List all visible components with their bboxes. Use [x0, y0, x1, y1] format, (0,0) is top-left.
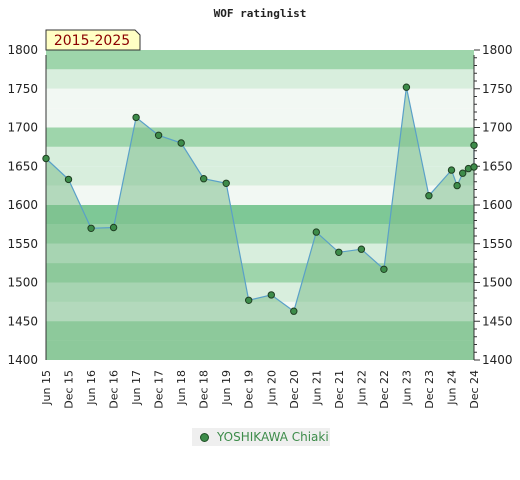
- y-tick-label-right: 1650: [482, 159, 513, 173]
- legend-marker-icon: [200, 432, 209, 442]
- y-tick-label-right: 1450: [482, 314, 513, 328]
- data-point: [357, 245, 366, 253]
- data-point: [267, 291, 275, 299]
- legend-label: YOSHIKAWA Chiaki: [217, 430, 329, 444]
- legend: YOSHIKAWA Chiaki: [192, 428, 330, 446]
- y-tick-label-right: 1750: [482, 82, 513, 96]
- y-axis-ticks: 1400 1400 1450 1450 1500 1500 1550 1550 1600 1600…: [7, 43, 512, 367]
- data-point: [132, 113, 140, 122]
- x-tick-label: Jun 19: [220, 370, 233, 406]
- y-tick-label-right: 1400: [482, 353, 513, 367]
- y-tick-label-left: 1600: [7, 198, 38, 212]
- data-point: [425, 192, 433, 200]
- x-tick-label: Dec 23: [423, 370, 436, 409]
- data-point: [447, 166, 456, 174]
- y-tick-label-right: 1700: [482, 121, 513, 135]
- y-tick-label-left: 1400: [7, 353, 38, 367]
- x-tick-label: Dec 20: [288, 370, 301, 409]
- y-tick-label-left: 1650: [7, 159, 38, 173]
- data-point: [312, 228, 320, 236]
- y-tick-label-left: 1450: [7, 314, 38, 328]
- band-2: [46, 88, 474, 109]
- badge-shape: [45, 29, 141, 51]
- year-range-badge: 2015-2025: [45, 29, 141, 51]
- x-tick-label: Dec 21: [333, 370, 346, 409]
- x-tick-label: Jun 20: [265, 370, 278, 406]
- x-tick-label: Dec 16: [108, 370, 121, 409]
- x-tick-label: Dec 19: [243, 370, 256, 409]
- x-tick-label: Jun 24: [446, 370, 459, 406]
- data-point: [453, 181, 461, 190]
- band-1: [46, 69, 474, 89]
- chart-title: WOF ratinglist: [214, 7, 307, 20]
- data-point: [109, 223, 118, 232]
- x-tick-label: Dec 22: [378, 370, 391, 409]
- x-axis-ticks: Jun 15 Dec 15 Jun 16 Dec 16 Jun 17 Dec 17 Jun …: [40, 370, 481, 409]
- y-tick-label-left: 1550: [7, 237, 38, 251]
- x-tick-label: Jun 21: [310, 370, 323, 406]
- data-point: [200, 175, 208, 183]
- area-fill: [46, 87, 474, 360]
- data-point: [64, 175, 73, 184]
- y-tick-label-left: 1750: [7, 82, 38, 96]
- data-point: [335, 248, 343, 257]
- data-point: [459, 169, 467, 177]
- data-point: [470, 163, 478, 171]
- x-tick-label: Jun 23: [400, 370, 413, 406]
- x-tick-label: Dec 17: [153, 370, 166, 409]
- y-tick-label-right: 1800: [482, 43, 513, 57]
- x-tick-label: Jun 18: [175, 370, 188, 406]
- data-point: [290, 307, 298, 315]
- y-tick-label-left: 1700: [7, 121, 38, 135]
- x-tick-label: Jun 15: [40, 370, 53, 406]
- x-tick-label: Dec 24: [468, 370, 481, 409]
- data-point: [177, 139, 185, 147]
- badge-label: 2015-2025: [54, 33, 130, 49]
- data-point: [245, 296, 253, 304]
- data-point: [380, 265, 388, 273]
- y-tick-label-right: 1550: [482, 237, 513, 251]
- data-point: [222, 179, 230, 188]
- y-tick-label-left: 1500: [7, 276, 38, 290]
- data-point: [470, 141, 478, 150]
- x-tick-label: Dec 18: [198, 370, 211, 409]
- data-point: [154, 131, 163, 140]
- x-tick-label: Jun 16: [85, 370, 98, 406]
- x-tick-label: Dec 15: [63, 370, 76, 409]
- band-0: [46, 50, 474, 70]
- x-tick-label: Jun 17: [130, 370, 143, 406]
- y-tick-label-left: 1800: [7, 43, 38, 57]
- data-point: [42, 154, 50, 163]
- data-markers: [42, 83, 478, 315]
- y-tick-label-right: 1600: [482, 198, 513, 212]
- data-point: [402, 83, 411, 91]
- data-point: [87, 224, 95, 233]
- y-tick-label-right: 1500: [482, 276, 513, 290]
- axes: [45, 49, 480, 361]
- band-3: [46, 108, 474, 128]
- x-tick-label: Jun 22: [355, 370, 368, 406]
